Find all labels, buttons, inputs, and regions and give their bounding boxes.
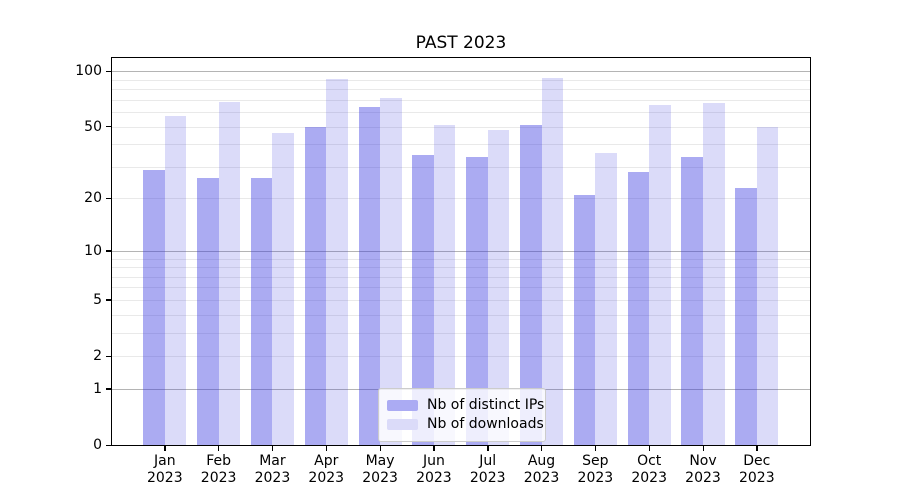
x-tick xyxy=(541,445,543,451)
bar-distinct-ips xyxy=(197,178,219,445)
bar-distinct-ips xyxy=(681,157,703,445)
chart-title: PAST 2023 xyxy=(415,33,507,53)
minor-gridline xyxy=(112,99,810,101)
minor-gridline xyxy=(112,267,810,269)
x-tick-label: Sep 2023 xyxy=(577,453,614,486)
y-tick xyxy=(106,197,112,200)
bar-downloads xyxy=(756,126,779,445)
x-tick xyxy=(433,445,435,451)
minor-gridline xyxy=(112,287,810,289)
legend-swatch-downloads xyxy=(387,419,418,430)
minor-gridline xyxy=(112,112,810,114)
x-tick-label: Mar 2023 xyxy=(254,453,291,486)
y-tick xyxy=(106,70,112,73)
legend-swatch-distinct-ips xyxy=(387,400,418,411)
bar-distinct-ips xyxy=(143,169,165,445)
x-tick xyxy=(487,445,489,451)
bar-distinct-ips xyxy=(466,157,488,445)
bar-downloads xyxy=(649,104,671,445)
x-tick-label: Aug 2023 xyxy=(523,453,560,486)
y-tick-label: 0 xyxy=(93,437,102,453)
bar-downloads xyxy=(272,133,294,445)
bar-downloads xyxy=(541,77,564,445)
bar-distinct-ips xyxy=(304,126,327,445)
x-tick-label: Feb 2023 xyxy=(200,453,237,486)
legend-item-distinct-ips: Nb of distinct IPs xyxy=(387,397,544,414)
x-tick-label: Jan 2023 xyxy=(146,453,183,486)
x-tick xyxy=(325,445,328,451)
y-tick xyxy=(106,250,112,252)
minor-gridline xyxy=(112,332,810,334)
x-tick xyxy=(648,445,650,451)
x-tick xyxy=(164,445,166,451)
x-tick xyxy=(218,445,220,451)
minor-gridline xyxy=(112,276,810,278)
plot-area xyxy=(111,57,811,446)
y-tick xyxy=(106,388,112,390)
bar-downloads xyxy=(703,103,725,445)
legend-label-distinct-ips: Nb of distinct IPs xyxy=(427,397,545,413)
bar-downloads xyxy=(595,152,617,445)
x-tick-label: Nov 2023 xyxy=(685,453,721,486)
minor-gridline xyxy=(112,126,810,128)
minor-gridline xyxy=(112,314,810,316)
x-tick xyxy=(594,445,597,451)
minor-gridline xyxy=(112,144,810,146)
y-tick-label: 100 xyxy=(75,63,102,80)
y-tick-label: 20 xyxy=(84,190,102,207)
x-tick-label: Dec 2023 xyxy=(738,453,775,486)
x-tick-label: Jun 2023 xyxy=(416,453,452,486)
bar-downloads xyxy=(433,125,456,445)
y-tick-label: 50 xyxy=(84,118,102,135)
x-tick-label: May 2023 xyxy=(362,453,398,486)
legend-label-downloads: Nb of downloads xyxy=(427,416,544,432)
x-tick xyxy=(702,445,704,451)
bar-distinct-ips xyxy=(573,194,596,445)
legend: Nb of distinct IPs Nb of downloads xyxy=(378,388,546,442)
bar-downloads xyxy=(218,102,241,445)
x-tick xyxy=(756,445,758,451)
major-gridline xyxy=(112,71,810,73)
minor-gridline xyxy=(112,299,810,301)
bar-distinct-ips xyxy=(735,187,757,445)
bar-downloads xyxy=(380,97,402,445)
minor-gridline xyxy=(112,79,810,81)
minor-gridline xyxy=(112,166,810,168)
y-tick xyxy=(106,444,112,446)
bar-distinct-ips xyxy=(358,106,381,445)
minor-gridline xyxy=(112,89,810,91)
y-tick xyxy=(106,355,112,357)
x-tick xyxy=(379,445,381,451)
x-tick xyxy=(271,445,274,451)
minor-gridline xyxy=(112,356,810,358)
x-tick-label: Oct 2023 xyxy=(631,453,667,486)
minor-gridline xyxy=(112,258,810,260)
x-tick-label: Jul 2023 xyxy=(469,453,506,486)
bar-distinct-ips xyxy=(250,178,273,445)
major-gridline xyxy=(112,250,810,252)
y-tick xyxy=(106,126,112,128)
y-tick-label: 2 xyxy=(93,348,102,365)
bar-distinct-ips xyxy=(520,125,542,445)
bar-distinct-ips xyxy=(412,154,434,445)
y-tick-label: 5 xyxy=(93,291,102,308)
legend-item-downloads: Nb of downloads xyxy=(387,416,544,433)
bar-distinct-ips xyxy=(627,172,650,445)
y-tick-label: 1 xyxy=(93,380,102,397)
x-tick-label: Apr 2023 xyxy=(308,453,345,486)
y-tick-label: 10 xyxy=(84,242,102,259)
bar-downloads xyxy=(326,78,348,445)
bar-downloads xyxy=(164,116,187,445)
minor-gridline xyxy=(112,198,810,200)
y-tick xyxy=(106,299,112,301)
bar-downloads xyxy=(487,129,510,445)
